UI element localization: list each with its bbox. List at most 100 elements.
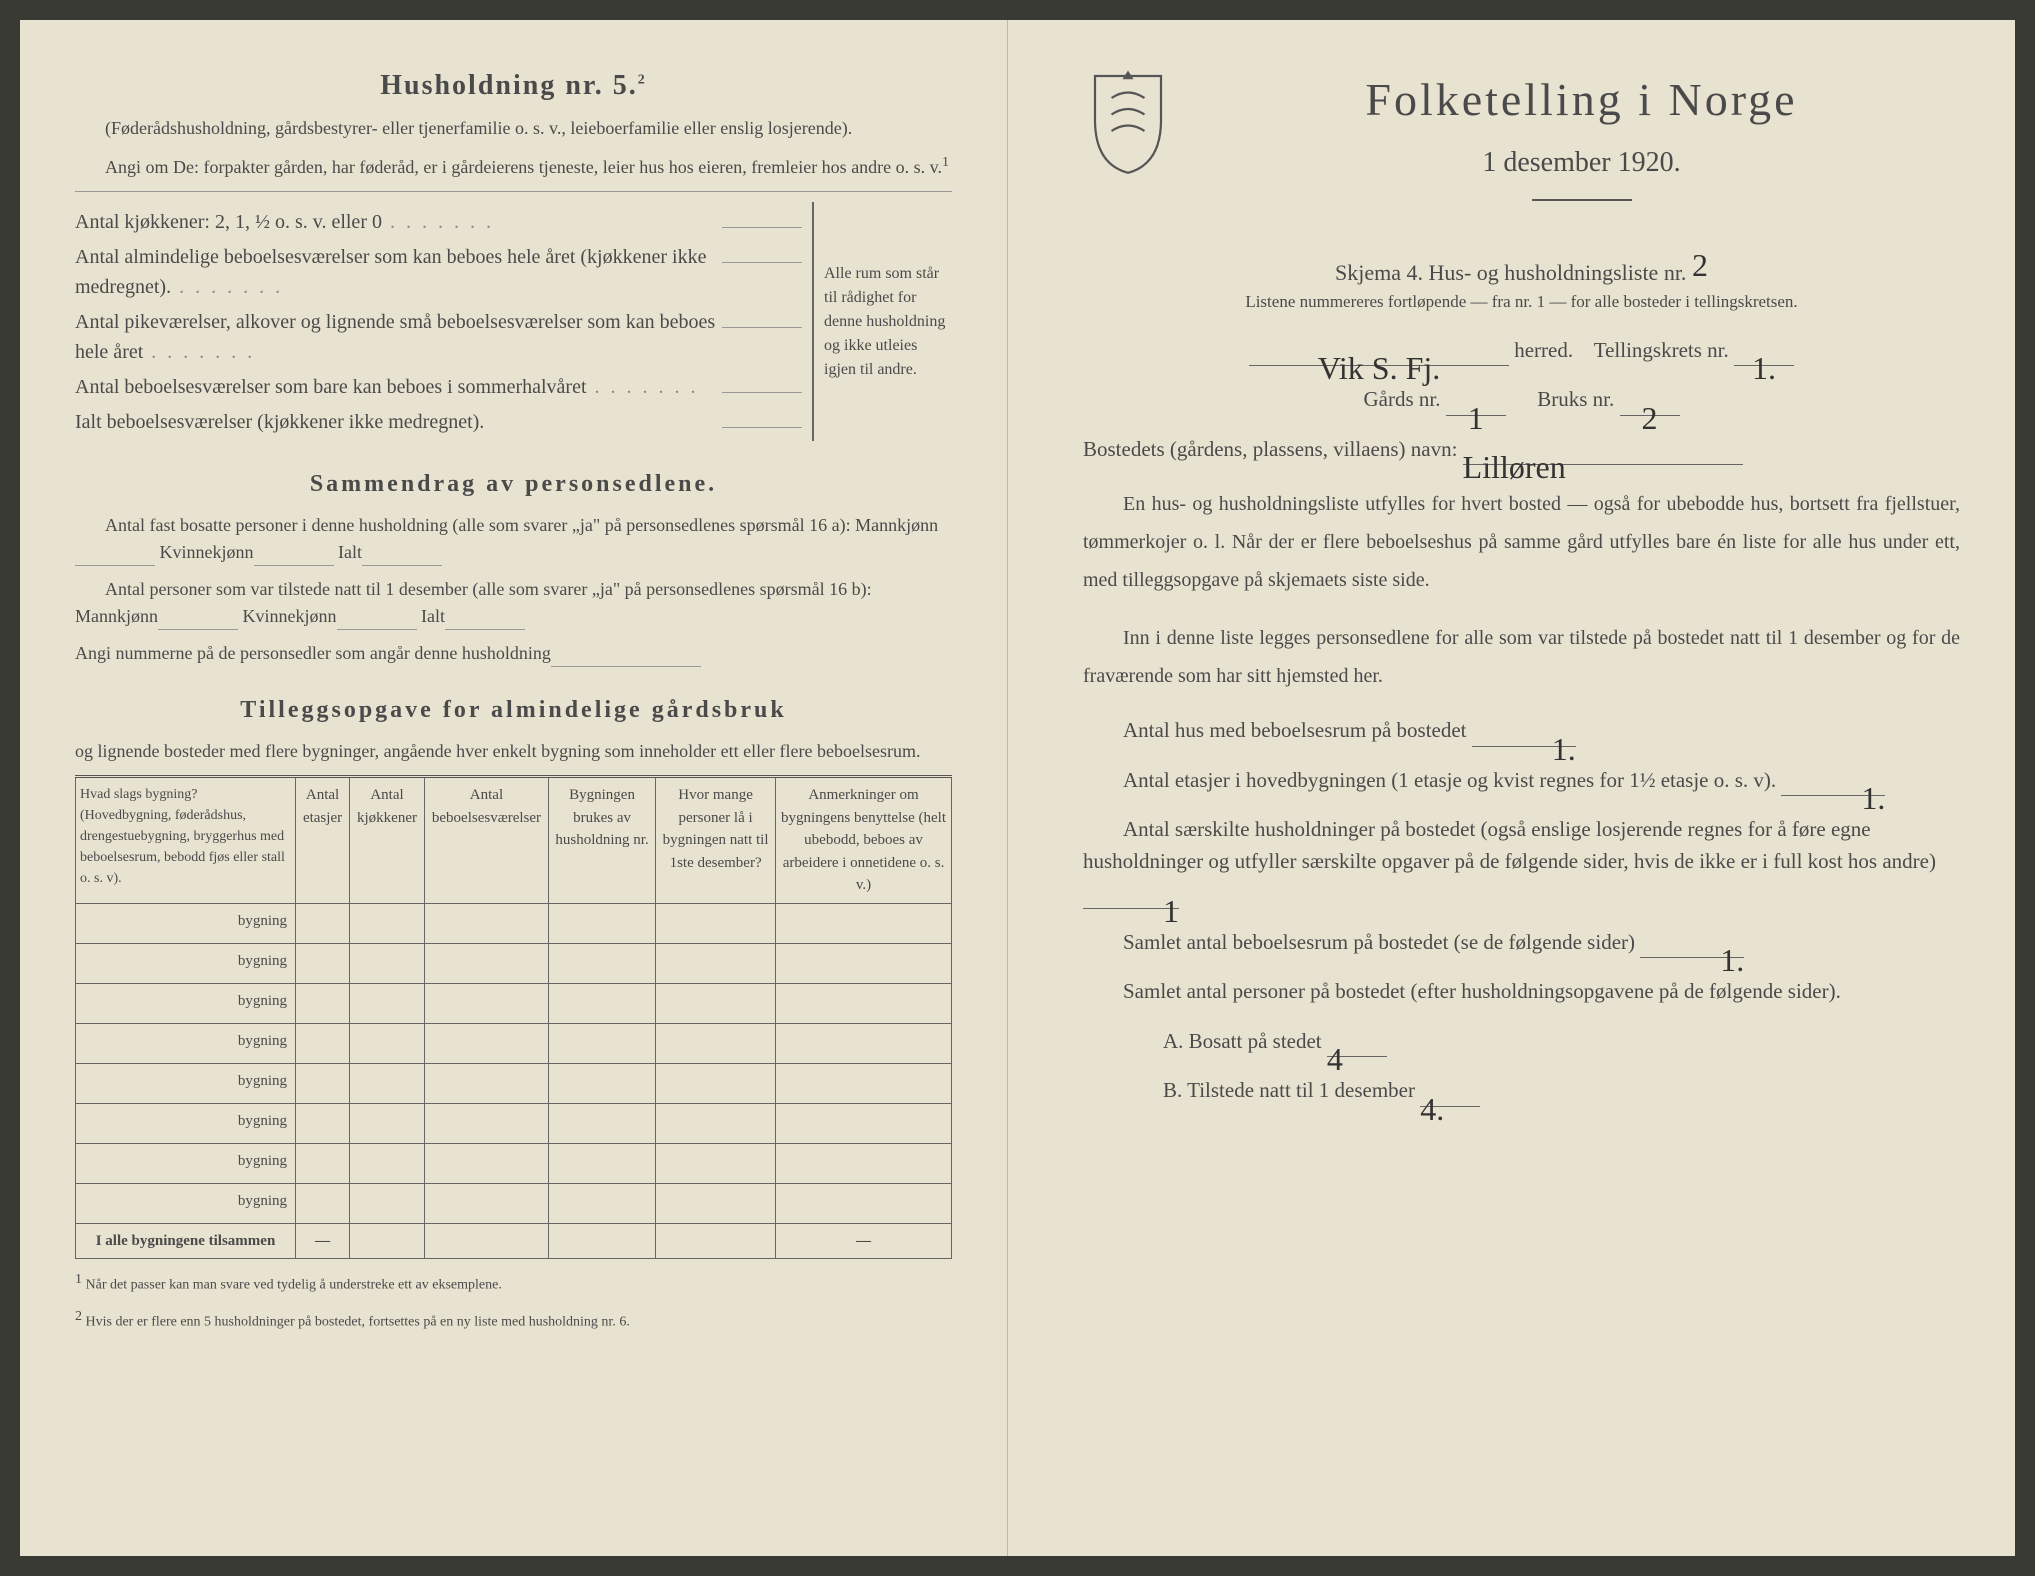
cell [656, 943, 776, 983]
row-label: bygning [76, 903, 296, 943]
fn1-num: 1 [75, 1272, 82, 1287]
left-page: Husholdning nr. 5.2 (Føderådshusholdning… [20, 20, 1008, 1556]
bracket-note: Alle rum som står til rådighet for denne… [812, 202, 952, 441]
dash-4 [656, 1223, 776, 1259]
qB: B. Tilstede natt til 1 desember 4. [1083, 1075, 1960, 1107]
sammendrag-title: Sammendrag av personsedlene. [75, 466, 952, 502]
q4: Samlet antal beboelsesrum på bostedet (s… [1083, 927, 1960, 959]
qB-val: 4. [1420, 1085, 1444, 1133]
samm3-text: Angi nummerne på de personsedler som ang… [75, 643, 551, 663]
cell [548, 1183, 655, 1223]
row-label: bygning [76, 1183, 296, 1223]
table-row: bygning [76, 1143, 952, 1183]
row-alm: Antal almindelige beboelsesværelser som … [75, 241, 802, 302]
tellingskrets-lbl: Tellingskrets nr. [1594, 338, 1729, 362]
cell [296, 1023, 350, 1063]
cell [350, 1063, 425, 1103]
cell [296, 1103, 350, 1143]
herred-lbl: herred. [1514, 338, 1573, 362]
cell [424, 1103, 548, 1143]
sub2-text: Angi om De: forpakter gården, har føderå… [105, 157, 942, 177]
th-1: Antal etasjer [296, 777, 350, 904]
cell [548, 1063, 655, 1103]
cell [776, 1103, 952, 1143]
q5: Samlet antal personer på bostedet (efter… [1083, 976, 1960, 1008]
tellingskrets-val: 1. [1752, 344, 1776, 392]
row-label: bygning [76, 1023, 296, 1063]
kvinne-lbl2: Kvinnekjønn [243, 606, 337, 626]
date: 1 desember 1920. [1203, 142, 1960, 184]
cell [424, 1143, 548, 1183]
fn1-text: Når det passer kan man svare ved tydelig… [86, 1278, 502, 1293]
cell [548, 943, 655, 983]
divider [75, 191, 952, 192]
row-label: bygning [76, 943, 296, 983]
skjema-line: Skjema 4. Hus- og husholdningsliste nr. … [1083, 241, 1960, 289]
sub2: Angi om De: forpakter gården, har føderå… [75, 152, 952, 181]
row-label: bygning [76, 1143, 296, 1183]
row-ialt-label: Ialt beboelsesværelser (kjøkkener ikke m… [75, 407, 722, 437]
table-row: bygning [76, 1183, 952, 1223]
table-row: bygning [76, 1063, 952, 1103]
cell [776, 943, 952, 983]
qB-lbl: B. Tilstede natt til 1 desember [1163, 1078, 1415, 1102]
cell [656, 1143, 776, 1183]
samm-line3: Angi nummerne på de personsedler som ang… [75, 640, 952, 667]
q3: Antal særskilte husholdninger på bostede… [1083, 814, 1960, 909]
bruks-lbl: Bruks nr. [1537, 387, 1614, 411]
cell [656, 1183, 776, 1223]
table-row: bygning [76, 1103, 952, 1143]
title-sup: 2 [638, 73, 647, 88]
table-row: bygning [76, 903, 952, 943]
total-label: I alle bygningene tilsammen [76, 1223, 296, 1259]
row-label: bygning [76, 983, 296, 1023]
skjema-lbl: Skjema 4. Hus- og husholdningsliste nr. [1335, 260, 1686, 285]
para1: En hus- og husholdningsliste utfylles fo… [1083, 485, 1960, 599]
right-header: Folketelling i Norge 1 desember 1920. [1083, 65, 1960, 221]
cell [424, 1183, 548, 1223]
th-2: Antal kjøkkener [350, 777, 425, 904]
row-label: bygning [76, 1103, 296, 1143]
cell [350, 943, 425, 983]
q4-lbl: Samlet antal beboelsesrum på bostedet (s… [1123, 930, 1635, 954]
footnote-2: 2 Hvis der er flere enn 5 husholdninger … [75, 1306, 952, 1333]
cell [548, 903, 655, 943]
q1: Antal hus med beboelsesrum på bostedet 1… [1083, 715, 1960, 747]
cell [776, 983, 952, 1023]
samm-line1: Antal fast bosatte personer i denne hush… [75, 512, 952, 566]
cell [656, 903, 776, 943]
sub2-sup: 1 [942, 155, 949, 170]
row-alm-label: Antal almindelige beboelsesværelser som … [75, 242, 722, 302]
cell [656, 1103, 776, 1143]
para2: Inn i denne liste legges personsedlene f… [1083, 619, 1960, 695]
dash-2 [424, 1223, 548, 1259]
tillegg-sub: og lignende bosteder med flere bygninger… [75, 738, 952, 765]
cell [424, 1023, 548, 1063]
cell [548, 983, 655, 1023]
sub1: (Føderådshusholdning, gårdsbestyrer- ell… [75, 115, 952, 142]
samm1-text: Antal fast bosatte personer i denne hush… [105, 515, 938, 535]
cell [424, 903, 548, 943]
cell [350, 983, 425, 1023]
q1-lbl: Antal hus med beboelsesrum på bostedet [1123, 718, 1467, 742]
q2: Antal etasjer i hovedbygningen (1 etasje… [1083, 765, 1960, 797]
cell [776, 1183, 952, 1223]
cell [296, 1183, 350, 1223]
cell [656, 983, 776, 1023]
th-3: Antal beboelsesværelser [424, 777, 548, 904]
dash-3 [548, 1223, 655, 1259]
room-section: Antal kjøkkener: 2, 1, ½ o. s. v. eller … [75, 202, 952, 441]
household-title: Husholdning nr. 5.2 [75, 65, 952, 107]
bosted-lbl: Bostedets (gårdens, plassens, villaens) … [1083, 437, 1457, 461]
cell [350, 1143, 425, 1183]
gards-line: Gårds nr. 1 Bruks nr. 2 [1083, 384, 1960, 416]
dash-1 [350, 1223, 425, 1259]
cell [424, 943, 548, 983]
fn2-text: Hvis der er flere enn 5 husholdninger på… [86, 1314, 630, 1329]
listene: Listene nummereres fortløpende — fra nr.… [1083, 289, 1960, 315]
gards-lbl: Gårds nr. [1363, 387, 1440, 411]
row-sommer: Antal beboelsesværelser som bare kan beb… [75, 371, 802, 402]
row-pike: Antal pikeværelser, alkover og lignende … [75, 306, 802, 367]
bosted-line: Bostedets (gårdens, plassens, villaens) … [1083, 434, 1960, 466]
th-4: Bygningen brukes av husholdning nr. [548, 777, 655, 904]
